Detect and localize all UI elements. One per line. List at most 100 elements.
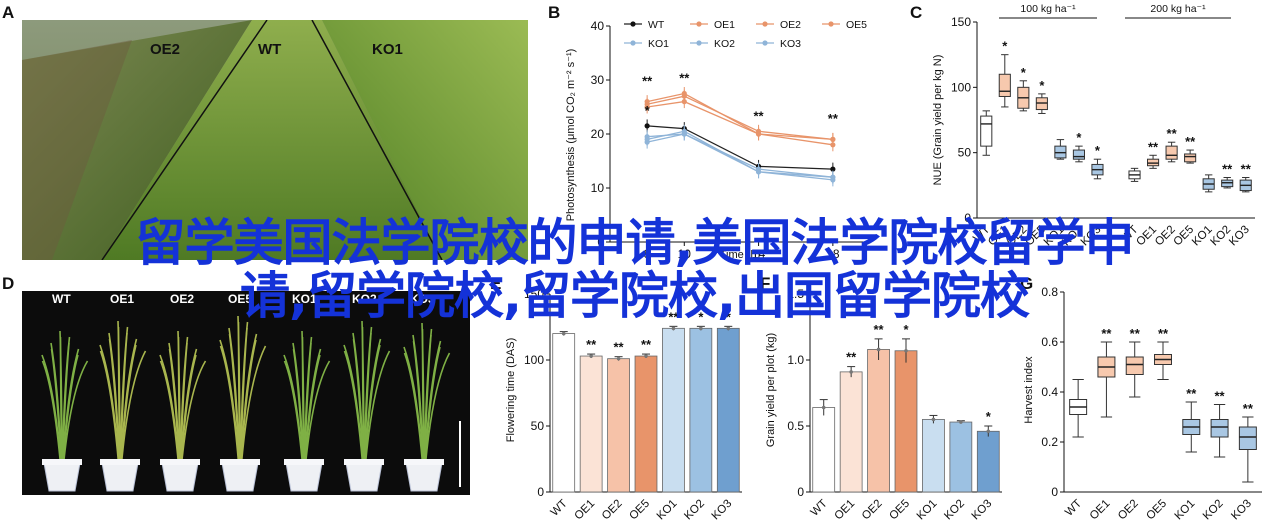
panel-letter-a: A bbox=[2, 3, 15, 22]
plant-label-oe2: OE2 bbox=[170, 292, 195, 306]
legend-marker-ko2 bbox=[696, 40, 702, 46]
grain-yield-bar-ko1 bbox=[922, 418, 945, 493]
legend-label-ko3: KO3 bbox=[780, 38, 801, 50]
flowering-y-tick-label: 150 bbox=[524, 287, 544, 301]
grain-yield-bar-ko3 bbox=[976, 430, 1000, 493]
grain-yield-x-tick-label: OE5 bbox=[887, 498, 912, 523]
pot-rim bbox=[100, 459, 140, 465]
nue-significance: * bbox=[1039, 78, 1045, 93]
series-line-oe5 bbox=[647, 92, 833, 141]
grain-yield-x-tick-label: KO1 bbox=[915, 498, 940, 523]
grain-yield-bar-ko2 bbox=[949, 421, 973, 493]
plant-label-ko2: KO2 bbox=[352, 292, 377, 306]
legend-label-ko2: KO2 bbox=[714, 38, 735, 50]
grain-yield-data-point bbox=[876, 347, 881, 352]
grain-yield-x-tick-label: WT bbox=[809, 498, 830, 519]
pot-rim bbox=[220, 459, 260, 465]
harvest-index-x-tick-label: OE2 bbox=[1116, 498, 1141, 523]
pot-rim bbox=[344, 459, 384, 465]
grain-yield-x-tick-label: OE2 bbox=[860, 498, 885, 523]
plant-label-ko1: KO1 bbox=[292, 292, 317, 306]
series-point-oe5 bbox=[830, 136, 836, 142]
grain-yield-data-point bbox=[959, 420, 963, 424]
flowering-x-tick-label: WT bbox=[549, 498, 570, 519]
nue-y-label: NUE (Grain yield per kg N) bbox=[932, 55, 944, 186]
plant-pot bbox=[161, 462, 199, 492]
panel-letter-e: E bbox=[490, 274, 502, 293]
legend-marker-ko1 bbox=[630, 40, 636, 46]
legend-label-wt: WT bbox=[648, 19, 665, 31]
flowering-data-point bbox=[644, 354, 648, 358]
field-photo-drawing bbox=[22, 20, 528, 260]
photo-label-oe2: OE2 bbox=[150, 41, 181, 58]
flowering-data-point bbox=[616, 356, 621, 361]
flowering-data-point bbox=[589, 354, 593, 358]
harvest-index-x-tick-label: OE5 bbox=[1144, 498, 1169, 523]
harvest-index-x-tick-label: KO1 bbox=[1173, 498, 1198, 523]
series-line-ko3 bbox=[647, 133, 833, 181]
flowering-significance: * bbox=[726, 309, 732, 324]
plants-photo: WT OE1 OE2 OE5 KO1 KO2 KO3 bbox=[22, 291, 470, 495]
flowering-bar-ko3 bbox=[716, 327, 740, 493]
series-point-oe5 bbox=[755, 131, 762, 137]
grain-yield-y-tick-label: 0.5 bbox=[787, 419, 804, 433]
flowering-bar-wt bbox=[552, 333, 576, 493]
series-point-wt bbox=[644, 123, 650, 129]
flowering-bar-oe1 bbox=[579, 355, 603, 493]
significance-mark: ** bbox=[828, 111, 839, 126]
overlay-text-line-1: 留学美国法学院校的申请,美国法学院校留学申 bbox=[135, 214, 1135, 272]
nue-y-tick-label: 150 bbox=[951, 15, 971, 29]
harvest-index-y-tick-label: 0.6 bbox=[1041, 335, 1058, 349]
harvest-index-significance: ** bbox=[1101, 326, 1112, 341]
series-point-oe5 bbox=[644, 99, 650, 105]
nue-significance: * bbox=[1002, 39, 1008, 54]
grain-yield-significance: ** bbox=[846, 350, 857, 365]
grain-yield-data-point bbox=[931, 417, 936, 422]
nue-y-tick-label: 50 bbox=[958, 146, 972, 160]
series-line-ko1 bbox=[647, 130, 833, 178]
plant-label-oe1: OE1 bbox=[110, 292, 135, 306]
photosynthesis-y-label: Photosynthesis (μmol CO₂ m⁻² s⁻¹) bbox=[565, 49, 577, 222]
photosynthesis-y-tick-label: 30 bbox=[591, 73, 605, 87]
series-point-ko3 bbox=[644, 139, 650, 145]
harvest-index-x-tick-label: OE1 bbox=[1088, 498, 1113, 523]
legend-label-oe5: OE5 bbox=[846, 19, 867, 31]
grain-yield-y-label: Grain yield per plot (kg) bbox=[765, 333, 777, 447]
flowering-data-point bbox=[671, 326, 676, 331]
plant-pot bbox=[345, 462, 383, 492]
flowering-bar-ko1 bbox=[662, 327, 685, 493]
grain-yield-bar-wt bbox=[812, 407, 836, 493]
harvest-index-significance: ** bbox=[1186, 386, 1197, 401]
photosynthesis-x-tick-label: 14 bbox=[752, 247, 766, 261]
nue-box-oe1 bbox=[998, 73, 1011, 97]
photosynthesis-line-chart: 0 10 20 30 40 8 10 14 18 Time (h) Photosynthesis (… bbox=[565, 19, 870, 261]
grain-yield-bar-oe5 bbox=[894, 350, 918, 493]
nue-box-oe5 bbox=[1184, 153, 1197, 163]
significance-mark: ** bbox=[679, 71, 690, 86]
grain-yield-data-point bbox=[986, 429, 991, 434]
flowering-x-tick-label: OE1 bbox=[573, 498, 598, 523]
harvest-index-y-label: Harvest index bbox=[1023, 356, 1035, 424]
grain-yield-data-point bbox=[821, 405, 826, 410]
flowering-y-label: Flowering time (DAS) bbox=[505, 338, 517, 443]
series-point-oe5 bbox=[681, 90, 687, 97]
significance-mark: * bbox=[645, 103, 651, 118]
photosynthesis-y-tick-label: 10 bbox=[591, 181, 605, 195]
legend-label-ko1: KO1 bbox=[648, 38, 669, 50]
grain-yield-significance: * bbox=[903, 322, 909, 337]
pot-rim bbox=[404, 459, 444, 465]
nue-significance: * bbox=[1095, 143, 1101, 158]
series-point-ko3 bbox=[830, 177, 836, 183]
group-label-200: 200 kg ha⁻¹ bbox=[1150, 3, 1206, 15]
overlay-text-line-2: 请,留学院校,留学院校,出国留学院校 bbox=[240, 267, 1030, 325]
flowering-significance: ** bbox=[614, 340, 625, 355]
grain-yield-significance: ** bbox=[874, 322, 885, 337]
nue-significance: * bbox=[1076, 130, 1082, 145]
flowering-significance: * bbox=[698, 309, 704, 324]
nue-significance: ** bbox=[1167, 126, 1178, 141]
grain-yield-y-tick-label: 1.0 bbox=[787, 353, 804, 367]
harvest-index-y-tick-label: 0.8 bbox=[1041, 285, 1058, 299]
photosynthesis-x-tick-label: 8 bbox=[644, 247, 651, 261]
